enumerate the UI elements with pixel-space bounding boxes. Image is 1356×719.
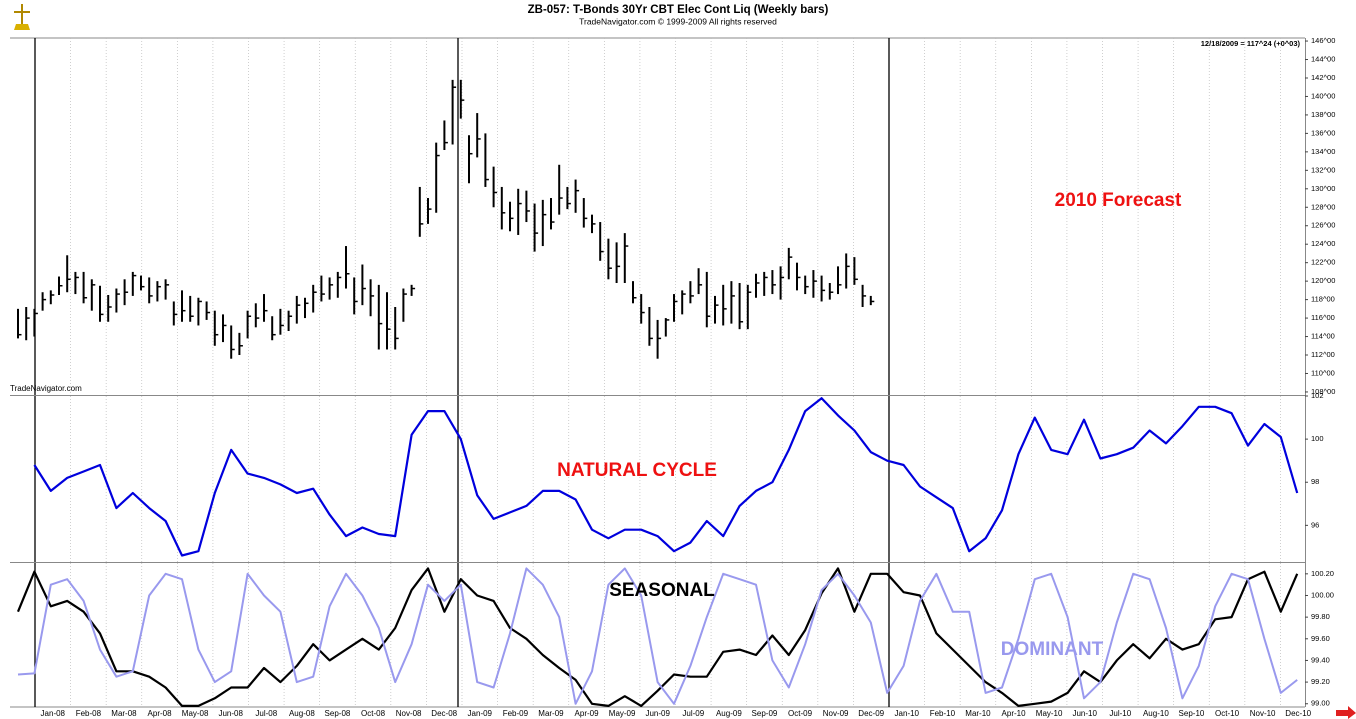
x-tick-label: Nov-09	[823, 709, 849, 718]
y-tick-label: 144^00	[1311, 55, 1335, 64]
x-tick-label: Feb-08	[76, 709, 102, 718]
x-tick-label: May-10	[1036, 709, 1063, 718]
series-label: DOMINANT	[1001, 639, 1104, 660]
x-tick-label: Jun-10	[1072, 709, 1097, 718]
icon	[14, 4, 30, 30]
chart-title: ZB-057: T-Bonds 30Yr CBT Elec Cont Liq (…	[528, 4, 829, 16]
y-tick-label: 116^00	[1311, 313, 1335, 322]
chart-subtitle: TradeNavigator.com © 1999-2009 All right…	[579, 16, 777, 26]
x-tick-label: Aug-10	[1143, 709, 1169, 718]
y-tick-label: 112^00	[1311, 350, 1335, 359]
x-tick-label: Dec-09	[858, 709, 884, 718]
x-tick-label: Sep-10	[1179, 709, 1205, 718]
x-tick-label: Sep-09	[752, 709, 778, 718]
y-tick-label: 96	[1311, 520, 1319, 529]
x-tick-label: Jun-09	[645, 709, 670, 718]
y-tick-label: 98	[1311, 477, 1319, 486]
y-tick-label: 122^00	[1311, 258, 1335, 267]
x-tick-label: Aug-09	[716, 709, 742, 718]
y-tick-label: 102	[1311, 391, 1324, 400]
x-tick-label: Sep-08	[325, 709, 351, 718]
x-tick-label: Oct-09	[788, 709, 813, 718]
y-tick-label: 134^00	[1311, 147, 1335, 156]
series-label: NATURAL CYCLE	[557, 460, 717, 481]
x-tick-label: Nov-08	[396, 709, 422, 718]
y-tick-label: 108^00	[1311, 387, 1335, 396]
x-tick-label: Jan-10	[895, 709, 920, 718]
y-tick-label: 136^00	[1311, 128, 1335, 137]
x-tick-label: Apr-10	[1002, 709, 1027, 718]
x-tick-label: Jun-08	[218, 709, 243, 718]
x-tick-label: Apr-08	[148, 709, 173, 718]
x-tick-label: Jan-09	[468, 709, 493, 718]
x-tick-label: Mar-09	[538, 709, 564, 718]
annotation: 2010 Forecast	[1055, 190, 1182, 211]
y-tick-label: 100.00	[1311, 590, 1334, 599]
y-tick-label: 128^00	[1311, 202, 1335, 211]
y-tick-label: 99.40	[1311, 655, 1330, 664]
series-line	[16, 567, 1299, 707]
series-line	[33, 397, 1299, 557]
x-tick-label: Jul-08	[255, 709, 277, 718]
y-tick-label: 99.00	[1311, 699, 1330, 708]
y-tick-label: 142^00	[1311, 73, 1335, 82]
scroll-arrow	[1336, 706, 1356, 719]
x-tick-label: Feb-09	[503, 709, 529, 718]
x-tick-label: Jul-10	[1109, 709, 1131, 718]
y-tick-label: 130^00	[1311, 184, 1335, 193]
x-tick-label: Aug-08	[289, 709, 315, 718]
x-tick-label: Mar-10	[965, 709, 991, 718]
y-tick-label: 99.80	[1311, 612, 1330, 621]
y-tick-label: 124^00	[1311, 239, 1335, 248]
y-tick-label: 140^00	[1311, 91, 1335, 100]
x-tick-label: Apr-09	[575, 709, 600, 718]
x-tick-label: Nov-10	[1250, 709, 1276, 718]
x-tick-label: Feb-10	[930, 709, 956, 718]
x-tick-label: Dec-08	[431, 709, 457, 718]
y-tick-label: 126^00	[1311, 221, 1335, 230]
x-tick-label: May-09	[609, 709, 636, 718]
y-tick-label: 100.20	[1311, 569, 1334, 578]
info-text: 12/18/2009 = 117^24 (+0^03)	[1201, 39, 1301, 48]
x-tick-label: May-08	[182, 709, 209, 718]
y-tick-label: 110^00	[1311, 368, 1335, 377]
x-tick-label: Dec-10	[1285, 709, 1311, 718]
y-tick-label: 118^00	[1311, 295, 1335, 304]
y-tick-label: 138^00	[1311, 110, 1335, 119]
y-tick-label: 100	[1311, 434, 1324, 443]
series-label: SEASONAL	[609, 580, 715, 601]
x-tick-label: Oct-08	[361, 709, 386, 718]
y-tick-label: 99.60	[1311, 634, 1330, 643]
x-tick-label: Jul-09	[682, 709, 704, 718]
y-tick-label: 132^00	[1311, 165, 1335, 174]
y-tick-label: 146^00	[1311, 36, 1335, 45]
x-tick-label: Jan-08	[41, 709, 66, 718]
series-line	[17, 567, 1298, 705]
y-tick-label: 120^00	[1311, 276, 1335, 285]
y-tick-label: 99.20	[1311, 677, 1330, 686]
watermark: TradeNavigator.com	[10, 384, 82, 393]
x-tick-label: Mar-08	[111, 709, 137, 718]
y-tick-label: 114^00	[1311, 332, 1335, 341]
x-tick-label: Oct-10	[1215, 709, 1240, 718]
